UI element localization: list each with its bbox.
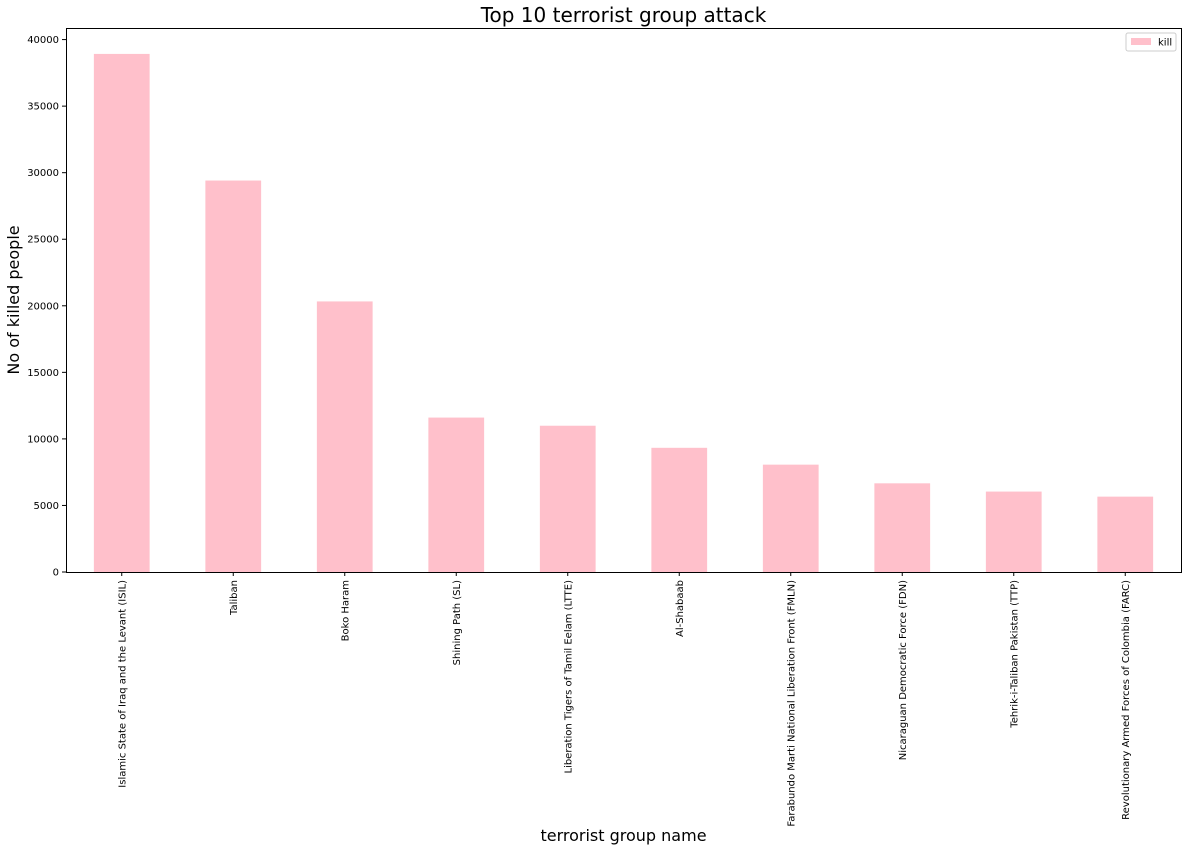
legend-label: kill — [1158, 38, 1172, 49]
bar — [1097, 496, 1154, 572]
x-tick-label: Al-Shabaab — [675, 580, 686, 637]
bar — [428, 417, 485, 572]
y-axis-ticks: 0 5000 10000 15000 20000 25000 30000 35000 40000 — [27, 35, 66, 579]
x-tick-label: Liberation Tigers of Tamil Eelam (LTTE) — [563, 580, 574, 774]
legend: kill — [1125, 32, 1177, 52]
x-axis-ticks: Islamic State of Iraq and the Levant (IS… — [117, 572, 1132, 827]
x-tick-label: Shining Path (SL) — [452, 580, 463, 665]
x-tick-label: Tehrik-i-Taliban Pakistan (TTP) — [1009, 580, 1020, 729]
y-tick-label: 30000 — [27, 168, 59, 179]
bar — [539, 425, 596, 572]
plot-frame — [66, 28, 1182, 573]
bars-group — [93, 53, 1154, 573]
y-tick-label: 40000 — [27, 35, 59, 46]
y-tick-label: 25000 — [27, 235, 59, 246]
x-tick-label: Revolutionary Armed Forces of Colombia (… — [1121, 580, 1132, 820]
x-tick-label: Farabundo Marti National Liberation Fron… — [786, 580, 797, 827]
legend-swatch — [1131, 38, 1151, 45]
bar — [205, 180, 262, 572]
bar — [316, 301, 373, 572]
y-tick-label: 0 — [53, 568, 59, 579]
x-tick-label: Boko Haram — [340, 580, 351, 641]
y-tick-label: 35000 — [27, 102, 59, 113]
bar — [874, 483, 931, 572]
bar — [93, 53, 150, 573]
chart-title: Top 10 terrorist group attack — [480, 3, 767, 27]
y-tick-label: 20000 — [27, 301, 59, 312]
y-tick-label: 15000 — [27, 368, 59, 379]
x-tick-label: Taliban — [229, 580, 240, 616]
bar — [651, 447, 708, 572]
x-tick-label: Nicaraguan Democratic Force (FDN) — [898, 580, 909, 760]
bar — [762, 464, 819, 572]
bar — [985, 491, 1042, 572]
y-tick-label: 10000 — [27, 434, 59, 445]
y-axis-title: No of killed people — [4, 225, 23, 374]
x-tick-label: Islamic State of Iraq and the Levant (IS… — [117, 580, 128, 788]
y-tick-label: 5000 — [34, 501, 59, 512]
x-axis-title: terrorist group name — [540, 826, 706, 845]
